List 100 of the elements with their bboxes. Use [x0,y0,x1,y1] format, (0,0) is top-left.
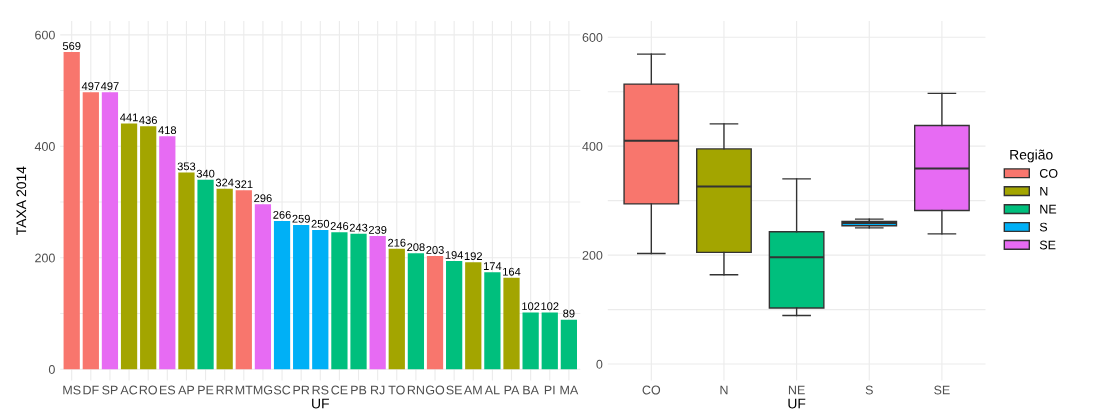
bar [407,253,425,370]
x-tick-label: SC [273,385,291,395]
x-axis-title: UF [312,398,329,409]
bar [254,204,272,370]
data-label: 89 [563,309,575,318]
data-label: 324 [215,178,234,187]
x-tick-label: AL [484,385,500,395]
bar [484,272,501,370]
x-tick-label: RO [139,385,157,395]
data-label: 208 [407,243,425,252]
bar [560,319,577,370]
data-label: 250 [311,219,330,228]
data-label: 321 [234,180,253,189]
data-label: 340 [196,169,215,178]
data-label: 164 [503,267,521,276]
legend-label: NE [1040,204,1057,214]
data-label: 266 [273,210,291,219]
data-label: 102 [522,302,540,311]
x-tick-label: MT [235,385,253,395]
bar [541,312,558,370]
data-label: 497 [81,82,100,91]
y-tick-label: 0 [48,365,55,374]
y-tick-label: 0 [596,359,603,369]
bar [465,262,482,370]
data-label: 203 [426,246,444,254]
y-axis-title: TAXA 2014 [16,166,27,235]
bar [331,232,348,370]
x-tick-label: RS [312,385,329,395]
bar [197,179,214,370]
y-tick-label: 200 [35,253,55,263]
bar [503,277,520,370]
data-label: 239 [368,225,387,234]
data-label: 259 [292,214,310,223]
x-tick-label: MA [560,385,579,395]
x-tick-label: DF [83,385,99,395]
x-tick-label: MS [63,385,81,395]
x-tick-label: CO [642,385,661,395]
x-tick-label: SE [446,385,462,395]
data-label: 174 [483,262,502,270]
legend-label: SE [1039,240,1056,250]
x-tick-label: PA [504,385,520,395]
x-tick-label: SP [102,385,118,395]
bar [369,236,386,370]
x-tick-label: AP [178,385,195,395]
bar [178,172,195,370]
y-tick-label: 400 [582,141,603,151]
x-tick-label: CE [331,385,348,395]
bar [235,190,252,370]
x-tick-label: NE [788,385,805,395]
x-tick-label: N [720,385,728,395]
bar [273,220,291,370]
x-tick-label: S [865,385,873,395]
bar [159,136,176,370]
data-label: 246 [330,222,349,230]
data-label: 296 [254,194,272,203]
data-label: 497 [100,82,119,91]
x-tick-label: PB [351,385,367,395]
bar [388,248,405,370]
x-tick-label: PR [293,385,310,395]
data-label: 102 [541,302,559,311]
data-label: 216 [388,238,406,247]
x-tick-label: MG [253,385,273,395]
y-tick-label: 200 [582,250,603,260]
x-tick-label: RJ [371,385,385,395]
legend-label: S [1039,222,1048,232]
bar [293,224,310,370]
bar [101,92,119,370]
bar [216,188,233,370]
bar [522,312,539,370]
bar [140,126,157,370]
y-tick-label: 400 [34,142,55,151]
x-tick-label: AC [120,385,138,395]
x-tick-label: PI [544,385,555,395]
x-tick-label: GO [425,385,445,395]
data-label: 194 [445,251,464,259]
legend-label: N [1040,186,1048,196]
x-tick-label: PE [198,385,214,395]
bar [350,233,367,370]
x-tick-label: BA [523,385,539,395]
legend-label: CO [1039,168,1058,178]
x-axis-title: UF [788,398,806,409]
data-label: 353 [177,162,196,171]
bar [120,123,138,370]
x-tick-label: RR [216,385,234,395]
legend-title: Região [1010,149,1053,163]
data-label: 192 [464,252,482,261]
data-label: 418 [158,126,177,135]
bar [82,92,99,370]
x-tick-label: SE [934,385,950,395]
data-label: 441 [120,113,138,122]
x-tick-label: ES [160,385,176,395]
bar [446,261,463,370]
data-label: 569 [62,42,81,50]
bar [312,229,329,370]
bar [63,52,80,370]
x-tick-label: AM [463,385,482,395]
x-tick-label: RN [407,385,424,395]
y-tick-label: 600 [35,30,55,40]
data-label: 243 [349,223,368,232]
data-label: 436 [139,116,157,125]
